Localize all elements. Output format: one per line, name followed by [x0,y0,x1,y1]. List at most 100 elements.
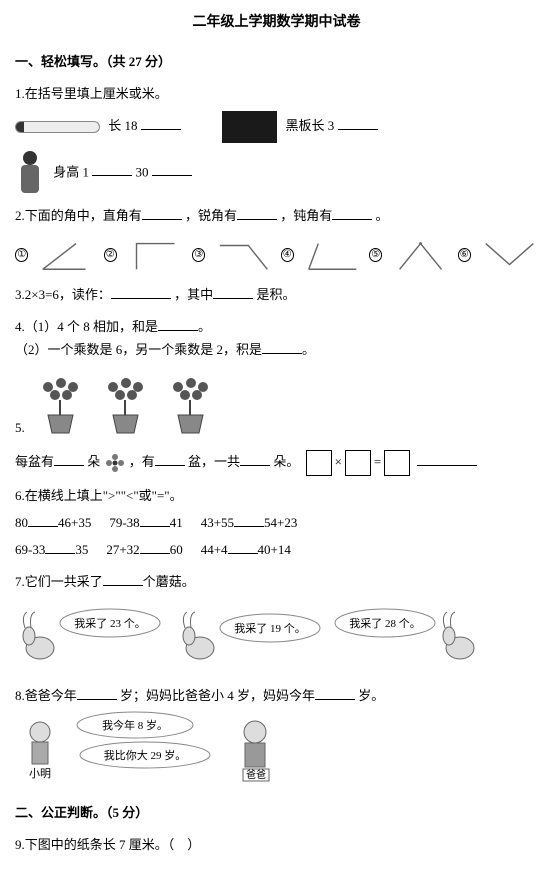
blank-input[interactable] [152,162,192,176]
q6-val: 40+14 [258,542,291,557]
pencil-icon [15,121,100,133]
blank-input[interactable] [234,513,264,527]
q8-text-b: 岁；妈妈比爸爸小 4 岁，妈妈今年 [120,688,315,703]
q1-label-c: 身高 1 [53,164,89,179]
q7-text-a: 7.它们一共采了 [15,574,103,589]
q5-text-e: 朵。 [273,454,299,469]
box-input[interactable] [345,450,371,476]
angle-num-6: ⑥ [458,248,471,262]
q2-text-d: 。 [376,208,389,223]
q6-val: 54+23 [264,515,297,530]
blank-input[interactable] [155,452,185,466]
blank-input[interactable] [240,452,270,466]
rabbit-icon [183,612,214,659]
blank-input[interactable] [237,206,277,220]
q6-val: 44+4 [201,542,228,557]
blank-input[interactable] [332,206,372,220]
q6-val: 79-38 [109,515,139,530]
blank-input[interactable] [28,513,58,527]
blank-input[interactable] [262,340,302,354]
q6-val: 35 [75,542,88,557]
question-7: 7.它们一共采了个蘑菇。 我采了 23 个。 我采了 19 个。 我采了 28 … [15,570,538,676]
q6-val: 41 [170,515,183,530]
rabbit-icon [23,612,54,659]
angle-4-icon [304,235,361,275]
q6-text: 6.在横线上填上">""<"或"="。 [15,484,538,507]
blank-input[interactable] [45,540,75,554]
angle-num-3: ③ [192,248,205,262]
page-title: 二年级上学期数学期中试卷 [15,10,538,35]
q6-val: 60 [170,542,183,557]
q5-num: 5. [15,416,25,439]
flowerpot-icon [33,375,88,435]
blank-input[interactable] [338,116,378,130]
blank-input[interactable] [140,513,170,527]
q5-text-b: 朵 [87,454,100,469]
q3-text-b: ，其中 [174,287,213,302]
box-input[interactable] [384,450,410,476]
q7-text-b: 个蘑菇。 [143,574,195,589]
boy-icon [30,722,50,764]
angle-5-icon [392,235,449,275]
blank-input[interactable] [92,162,132,176]
angle-num-2: ② [104,248,117,262]
q5-text-c: ，有 [129,454,155,469]
blank-input[interactable] [141,116,181,130]
q5-eq2: = [374,454,381,469]
blank-input[interactable] [77,686,117,700]
blank-input[interactable] [111,285,171,299]
q8-text-c: 岁。 [358,688,384,703]
blank-input[interactable] [142,206,182,220]
q8-text-a: 8.爸爸今年 [15,688,77,703]
question-8: 8.爸爸今年 岁；妈妈比爸爸小 4 岁，妈妈今年 岁。 小明 我今年 8 岁。 … [15,684,538,790]
q1-label-a: 长 18 [108,118,137,133]
q1-text: 1.在括号里填上厘米或米。 [15,82,538,105]
q2-text-c: ，钝角有 [280,208,332,223]
blank-input[interactable] [158,317,198,331]
q6-val: 69-33 [15,542,45,557]
q1-label-b: 黑板长 3 [286,118,335,133]
angle-num-5: ⑤ [369,248,382,262]
svg-text:我采了 23 个。: 我采了 23 个。 [74,617,146,630]
blank-input[interactable] [54,452,84,466]
blank-input[interactable] [103,572,143,586]
blank-input[interactable] [228,540,258,554]
flowerpot-icon [98,375,153,435]
question-9: 9.下图中的纸条长 7 厘米。（ ） [15,833,538,856]
child-icon [15,151,45,196]
q6-val: 80 [15,515,28,530]
angle-6-icon [481,235,538,275]
angle-num-1: ① [15,248,28,262]
flowerpot-icon [163,375,218,435]
box-input[interactable] [306,450,332,476]
q6-val: 43+55 [201,515,234,530]
svg-text:我今年 8 岁。: 我今年 8 岁。 [102,718,168,732]
blank-input[interactable] [213,285,253,299]
blank-input[interactable] [140,540,170,554]
question-2: 2.下面的角中，直角有 ，锐角有 ，钝角有 。 ① ② ③ ④ ⑤ ⑥ [15,204,538,275]
rabbit-icon [443,612,474,659]
q8-image: 小明 我今年 8 岁。 我比你大 29 岁。 爸爸 [15,707,538,789]
q3-text-c: 是积。 [256,287,295,302]
angle-num-4: ④ [281,248,294,262]
question-3: 3.2×3=6，读作： ，其中 是积。 [15,283,538,306]
question-5: 5. 每盆有 朵 ，有 盆，一共 朵。 ×= [15,370,538,476]
q5-eq1: × [335,454,342,469]
svg-text:我比你大 29 岁。: 我比你大 29 岁。 [104,748,187,762]
angles-row: ① ② ③ ④ ⑤ ⑥ [15,235,538,275]
q4-text-d: 。 [302,342,315,357]
blank-input[interactable] [417,452,477,466]
dad-icon [244,721,266,767]
q6-val: 46+35 [58,515,91,530]
q6-val: 27+32 [106,542,139,557]
svg-text:我采了 19 个。: 我采了 19 个。 [234,622,306,635]
q4-text-b: 。 [198,319,211,334]
blackboard-icon [222,111,277,143]
section-1-heading: 一、轻松填写。（共 27 分） [15,50,538,73]
q1-label-d: 30 [136,164,149,179]
angle-1-icon [38,235,95,275]
flower-icon [104,452,126,474]
q5-text-a: 每盆有 [15,454,54,469]
blank-input[interactable] [315,686,355,700]
question-4: 4.（1）4 个 8 相加，和是。 （2）一个乘数是 6，另一个乘数是 2，积是… [15,315,538,362]
